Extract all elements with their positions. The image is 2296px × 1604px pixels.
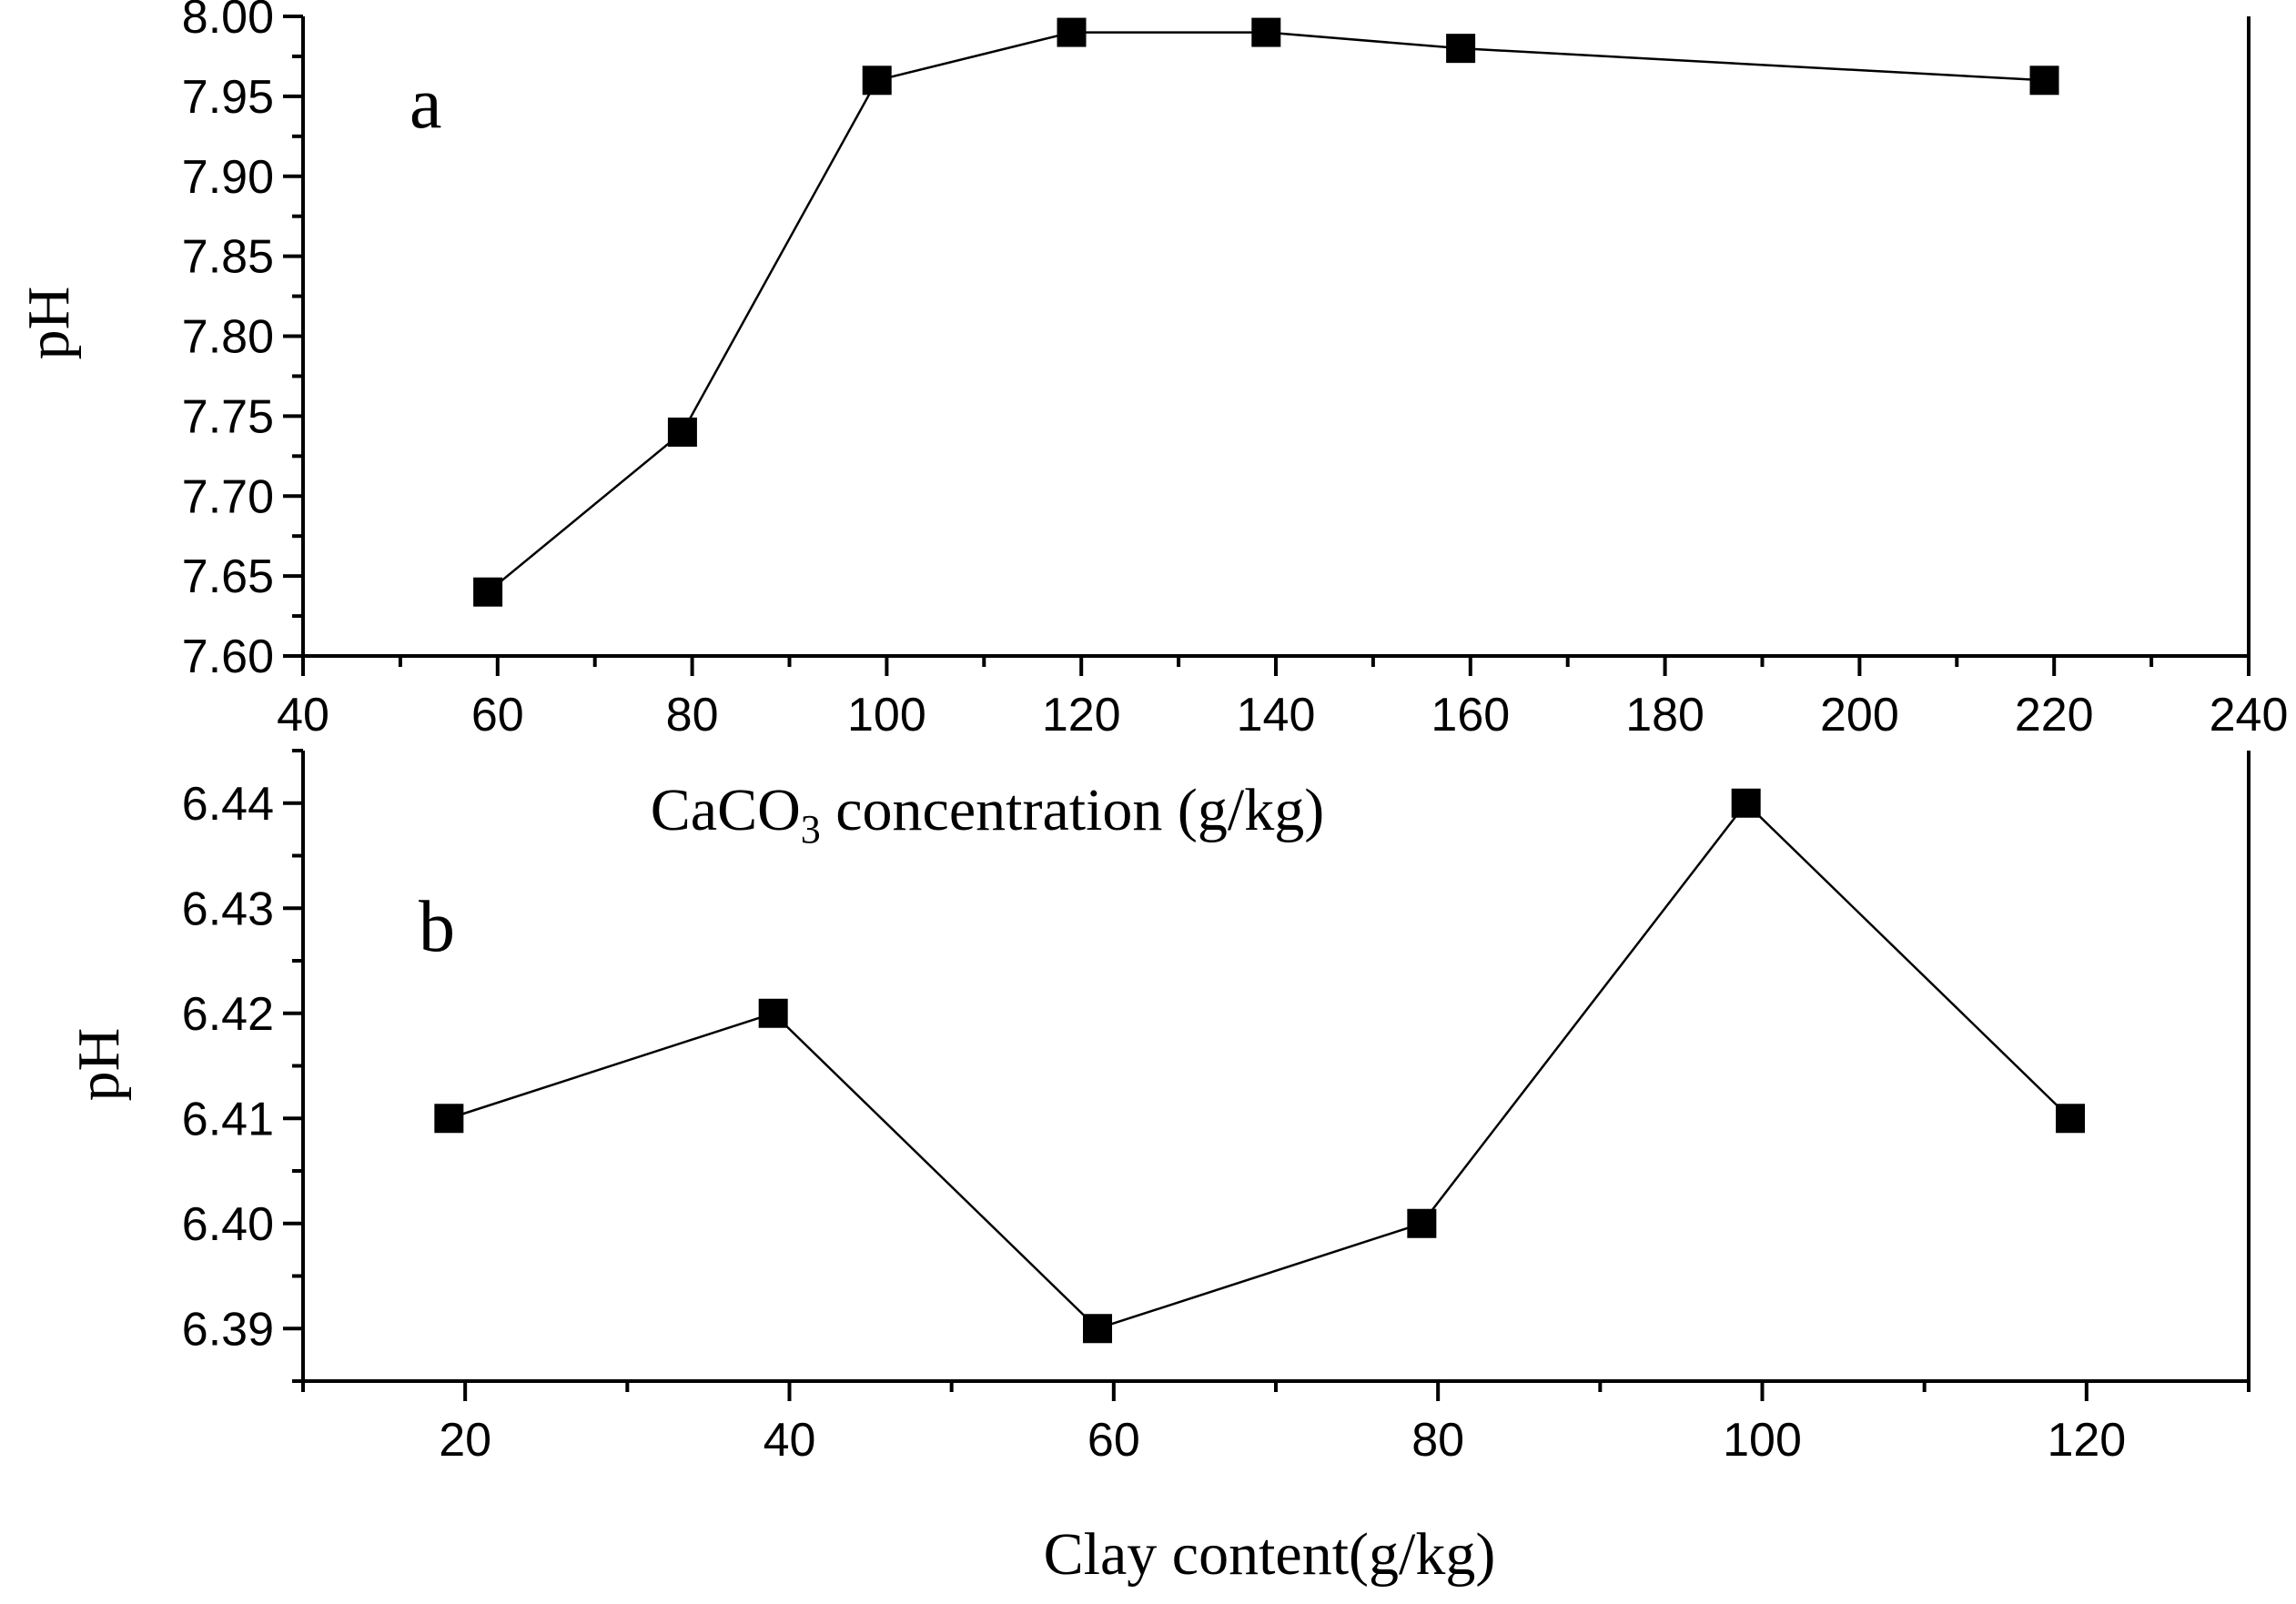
- panel-b-y-tick-label: 6.44: [182, 778, 274, 831]
- panel-a-series: [473, 17, 2059, 607]
- panel-a-data-point: [1251, 17, 1281, 47]
- panel-a-data-point: [473, 577, 503, 607]
- panel-a-ylabel: pH: [15, 287, 82, 360]
- panel-b-x-tick-label: 40: [764, 1414, 816, 1467]
- panel-b-x-tick-label: 20: [439, 1414, 491, 1467]
- panel-a-data-point: [667, 417, 697, 447]
- panel-b-data-point: [758, 998, 788, 1028]
- panel-b-ticks: 20 40 60 80 100 120 6.39 6.40 6.41 6.42 6.43 6.44: [182, 749, 2250, 1467]
- panel-a-x-tick-label: 60: [471, 689, 524, 741]
- panel-b-data-point: [1407, 1208, 1437, 1238]
- panel-b-ylabel: pH: [66, 1028, 132, 1102]
- panel-a-y-tick-label: 7.65: [182, 550, 274, 603]
- panel-b-y-tick-label: 6.39: [182, 1303, 274, 1356]
- panel-a-x-tick-label: 120: [1042, 689, 1121, 741]
- panel-a-data-point: [1057, 17, 1087, 47]
- panel-a-y-tick-label: 7.90: [182, 151, 274, 204]
- panel-b-data-point: [2056, 1104, 2086, 1134]
- panel-a-x-tick-label: 200: [1820, 689, 1899, 741]
- panel-a-x-tick-label: 160: [1431, 689, 1510, 741]
- panel-a-xlabel: CaCO3 concentration (g/kg): [651, 777, 1324, 852]
- panel-b-x-tick-label: 120: [2047, 1414, 2126, 1467]
- panel-a-y-tick-label: 7.85: [182, 231, 274, 284]
- panel-b-y-tick-label: 6.41: [182, 1093, 274, 1145]
- panel-a-axes: [301, 16, 2250, 658]
- panel-b-x-tick-label: 80: [1411, 1414, 1464, 1467]
- panel-a-ticks: 40 60 80 100 120 140 160 180 200 220 240 7.60 7.65 7.…: [182, 0, 2289, 741]
- panel-a-y-tick-label: 7.75: [182, 390, 274, 443]
- panel-a-data-point: [862, 66, 892, 96]
- panel-a-x-tick-label: 240: [2210, 689, 2289, 741]
- panel-a-xlabel-sub: 3: [801, 807, 821, 852]
- panel-a: 40 60 80 100 120 140 160 180 200 220 240 7.60 7.65 7.…: [15, 0, 2288, 852]
- panel-a-x-tick-label: 180: [1625, 689, 1704, 741]
- panel-a-y-tick-label: 7.95: [182, 71, 274, 124]
- panel-a-series-line: [487, 31, 2045, 593]
- panel-b-data-point: [434, 1104, 464, 1134]
- panel-a-y-tick-label: 8.00: [182, 0, 274, 44]
- panel-b-y-tick-label: 6.40: [182, 1198, 274, 1251]
- panel-a-label: a: [410, 64, 442, 144]
- panel-a-y-tick-label: 7.80: [182, 311, 274, 364]
- panel-a-data-point: [2029, 66, 2059, 96]
- panel-a-x-tick-label: 220: [2015, 689, 2094, 741]
- panel-a-y-tick-label: 7.70: [182, 470, 274, 523]
- panel-b-x-tick-label: 60: [1087, 1414, 1140, 1467]
- panel-b-y-tick-label: 6.43: [182, 883, 274, 935]
- panel-a-y-tick-label: 7.60: [182, 631, 274, 683]
- panel-a-x-tick-label: 80: [666, 689, 719, 741]
- panel-b-data-point: [1083, 1314, 1113, 1344]
- panel-a-data-point: [1446, 34, 1476, 64]
- panel-b-axes: [301, 751, 2250, 1383]
- panel-b-series: [434, 788, 2086, 1344]
- panel-a-x-tick-label: 100: [847, 689, 926, 741]
- panel-b-y-tick-label: 6.42: [182, 988, 274, 1041]
- panel-b-xlabel: Clay content(g/kg): [1044, 1521, 1496, 1588]
- panel-b: 20 40 60 80 100 120 6.39 6.40 6.41 6.42 6.43 6.44 b…: [66, 749, 2250, 1588]
- panel-b-label: b: [419, 887, 455, 967]
- panel-a-xlabel-rest: concentration (g/kg): [821, 777, 1324, 843]
- panel-b-series-line: [448, 801, 2071, 1330]
- panel-a-xlabel-main: CaCO: [651, 777, 801, 843]
- panel-b-x-tick-label: 100: [1723, 1414, 1802, 1467]
- panel-a-x-tick-label: 40: [277, 689, 329, 741]
- panel-a-x-tick-label: 140: [1237, 689, 1316, 741]
- panel-b-data-point: [1731, 788, 1761, 818]
